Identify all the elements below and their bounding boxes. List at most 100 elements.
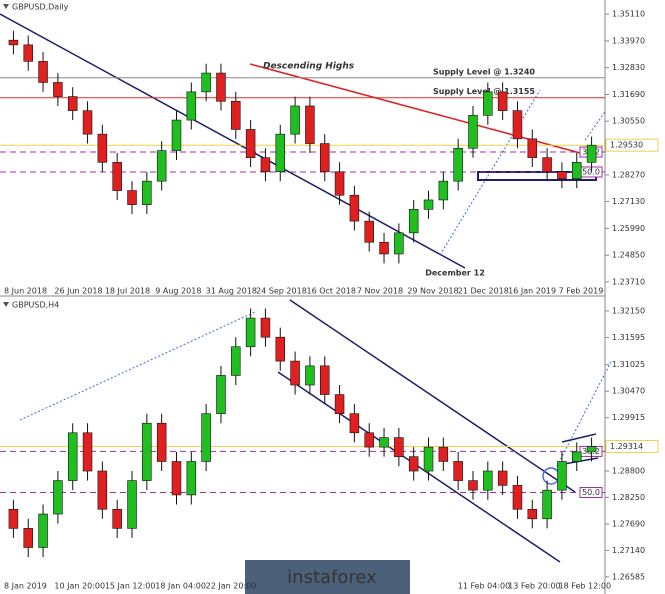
layer: GBPUSD,Daily 1.35110 1.33970 1.32830 1.31690… (0, 3, 659, 591)
y-tick-label: 1.31690 (612, 90, 645, 99)
candle-body (557, 171, 567, 180)
candle-body (216, 375, 226, 414)
candle-body (334, 394, 345, 414)
x-tick-label: 16 Oct 2018 (307, 287, 356, 296)
flag-line (561, 433, 597, 443)
level-label: 50.0 (582, 488, 600, 497)
candle-body (453, 147, 463, 182)
y-tick-label: 1.32830 (612, 63, 645, 72)
x-tick-label: 31 Aug 2018 (206, 287, 257, 296)
y-tick-label: 1.31025 (612, 360, 645, 369)
candle-body (349, 194, 360, 222)
y-tick-label: 1.35110 (612, 10, 645, 19)
candle-body (142, 180, 152, 205)
candle-body (572, 451, 582, 462)
candle-body (364, 432, 374, 448)
y-tick-label: 1.24850 (612, 251, 645, 260)
watermark-box (245, 560, 410, 594)
watermark: instaforex (287, 567, 377, 588)
y-tick-label: 1.29915 (612, 413, 645, 422)
x-tick-label: 16 Jan 2019 (508, 287, 556, 296)
candle-body (8, 39, 19, 46)
x-tick-label: 29 Nov 2018 (407, 287, 458, 296)
x-tick-label: 8 Jun 2018 (4, 287, 47, 296)
last-price: 1.29314 (610, 442, 643, 451)
candle-body (334, 171, 345, 196)
candle-body (438, 446, 449, 462)
candle-body (468, 480, 478, 491)
candle-body (260, 157, 271, 173)
candle-body (8, 508, 19, 529)
title-marker (3, 4, 9, 9)
annotation: Descending Highs (263, 62, 355, 72)
candle-body (260, 317, 271, 338)
candle-body (112, 508, 122, 529)
candle-body (319, 143, 330, 173)
y-tick-label: 1.32150 (612, 306, 645, 315)
x-tick-label: 10 Jan 20:00 (54, 582, 105, 591)
candle-body (483, 470, 493, 491)
candle-body (438, 180, 449, 201)
candle-body (275, 133, 286, 173)
y-tick-label: 1.30470 (612, 387, 645, 396)
candle-body (201, 72, 211, 93)
candle-body (423, 199, 434, 210)
candle-body (542, 489, 552, 520)
y-tick-label: 1.28270 (612, 170, 645, 179)
candle-body (572, 162, 582, 180)
candle-body (497, 91, 508, 111)
x-tick-label: 7 Nov 2018 (357, 287, 403, 296)
candle-body (67, 432, 78, 481)
candle-body (82, 432, 93, 472)
level-tag (579, 487, 603, 499)
candle-body (97, 470, 108, 510)
x-tick-label: 11 Feb 04:00 (458, 582, 510, 591)
channel-line (289, 299, 576, 493)
candle-body (127, 190, 137, 205)
y-tick-label: 1.28250 (612, 493, 645, 502)
candle-body (127, 480, 137, 529)
candle-body (201, 413, 211, 462)
candle-body (23, 528, 33, 548)
candle-body (364, 220, 374, 243)
y-tick-label: 1.27140 (612, 546, 645, 555)
candle-body (394, 232, 404, 255)
candle-body (305, 105, 315, 144)
candle-body (82, 110, 93, 135)
candle-body (38, 61, 48, 83)
x-tick-label: 15 Jan 12:00 (105, 582, 156, 591)
candle-body (305, 365, 315, 386)
candle-body (245, 129, 256, 158)
candle-body (231, 346, 241, 376)
y-tick-label: 1.28800 (612, 467, 645, 476)
candle-body (379, 437, 389, 448)
x-tick-label: 18 Jan 04:00 (155, 582, 206, 591)
y-tick-label: 1.27690 (612, 520, 645, 529)
y-tick-label: 1.23710 (612, 277, 645, 286)
candle-body (527, 508, 538, 520)
x-tick-label: 9 Aug 2018 (155, 287, 201, 296)
x-tick-label: 26 Jun 2018 (54, 287, 102, 296)
projection (584, 111, 606, 141)
candle-body (231, 100, 241, 130)
x-tick-label: 7 Feb 2019 (559, 287, 604, 296)
candle-body (423, 446, 434, 472)
candle-body (394, 437, 404, 457)
panel-title: GBPUSD,H4 (12, 301, 59, 310)
candle-body (67, 96, 78, 111)
candle-body (23, 44, 33, 62)
candle-body (319, 365, 330, 395)
x-tick-label: 18 Jul 2018 (105, 287, 150, 296)
candle-body (542, 157, 552, 173)
candle-body (156, 150, 167, 182)
candle-body (245, 317, 256, 348)
candle-body (142, 422, 152, 481)
candle-body (349, 413, 360, 434)
candle-body (586, 144, 597, 163)
y-tick-label: 1.25990 (612, 224, 645, 233)
last-price-box (605, 439, 659, 453)
candle-body (586, 446, 597, 453)
candle-body (216, 72, 226, 102)
trendline (19, 311, 256, 421)
